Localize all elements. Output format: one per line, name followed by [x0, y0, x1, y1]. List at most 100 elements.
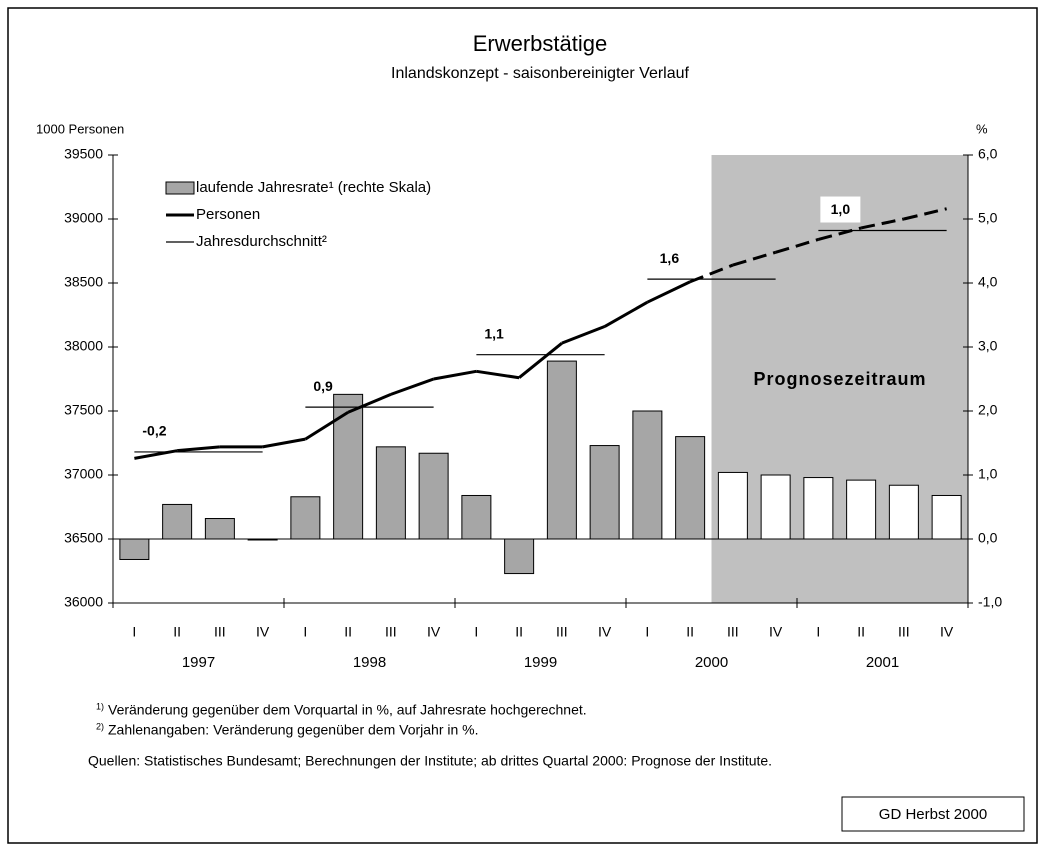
footnote-mark: 1)	[96, 701, 104, 711]
year-label: 1999	[524, 654, 557, 671]
annual-label: -0,2	[142, 423, 166, 439]
y-tick-label: 37500	[64, 402, 103, 418]
bar	[204, 518, 235, 540]
forecast-region	[711, 155, 968, 603]
x-tick-label: II	[686, 624, 694, 640]
person-line	[646, 280, 691, 304]
x-tick-label: III	[385, 624, 397, 640]
annual-label: 0,9	[313, 378, 333, 394]
bar	[461, 494, 492, 540]
bar	[846, 479, 877, 540]
year-label: 2001	[866, 654, 899, 671]
bar	[375, 446, 406, 540]
person-line	[903, 207, 947, 221]
x-tick-label: I	[816, 624, 820, 640]
y2-tick-label: 0,0	[978, 530, 998, 546]
x-tick-label: IV	[769, 624, 783, 640]
frame	[7, 7, 1038, 844]
x-tick-label: II	[344, 624, 352, 640]
x-tick-label: I	[303, 624, 307, 640]
annual-label-box	[649, 245, 690, 272]
bar	[119, 538, 150, 560]
person-line	[561, 325, 606, 345]
y2-tick-label: 2,0	[978, 402, 998, 418]
year-label: 2000	[695, 654, 728, 671]
person-line	[775, 238, 819, 254]
y2-tick-label: 6,0	[978, 146, 998, 162]
x-tick-label: II	[173, 624, 181, 640]
bar	[803, 477, 834, 540]
bar	[333, 393, 364, 540]
person-line	[476, 369, 520, 380]
person-line	[817, 226, 862, 241]
bar	[717, 471, 748, 540]
person-line	[732, 250, 777, 267]
bar	[504, 538, 535, 575]
x-tick-label: IV	[427, 624, 441, 640]
legend-label: Jahresdurchschnitt²	[196, 233, 327, 250]
chart-subtitle: Inlandskonzept - saisonbereinigter Verla…	[391, 65, 690, 82]
bar	[247, 538, 278, 541]
badge: GD Herbst 2000	[879, 806, 987, 823]
y2-tick-label: 3,0	[978, 338, 998, 354]
bar	[675, 436, 706, 540]
x-tick-label: III	[556, 624, 568, 640]
y2-axis-label: %	[976, 121, 988, 136]
annual-label-box	[820, 196, 861, 223]
y-tick-label: 36000	[64, 594, 103, 610]
bar	[888, 484, 919, 540]
person-line	[433, 369, 477, 381]
y-tick-label: 39500	[64, 146, 103, 162]
y-tick-label: 37000	[64, 466, 103, 482]
footnote-mark: 2)	[96, 721, 104, 731]
x-tick-label: I	[474, 624, 478, 640]
source: Quellen: Statistisches Bundesamt; Berech…	[88, 753, 772, 769]
person-line	[176, 445, 221, 453]
person-line	[860, 217, 905, 230]
bar	[418, 452, 449, 540]
footnote: Zahlenangaben: Veränderung gegenüber dem…	[108, 722, 479, 738]
bar	[760, 474, 791, 540]
bar	[546, 360, 577, 540]
chart-title: Erwerbstätige	[473, 31, 608, 56]
x-tick-label: III	[898, 624, 910, 640]
bar	[931, 494, 962, 540]
x-tick-label: IV	[598, 624, 612, 640]
person-line	[262, 437, 306, 449]
x-tick-label: I	[132, 624, 136, 640]
person-line	[347, 392, 392, 414]
person-line	[518, 341, 563, 379]
year-label: 1997	[182, 654, 215, 671]
y-tick-label: 39000	[64, 210, 103, 226]
badge-box	[841, 796, 1025, 832]
annual-label: 1,0	[831, 201, 851, 217]
y2-tick-label: -1,0	[978, 594, 1002, 610]
bar	[162, 503, 193, 540]
x-tick-label: I	[645, 624, 649, 640]
person-line	[390, 377, 435, 396]
annual-label: 1,1	[484, 325, 504, 341]
annual-label: 1,6	[660, 250, 680, 266]
legend-label: Personen	[196, 206, 260, 223]
x-tick-label: II	[515, 624, 523, 640]
y-tick-label: 38500	[64, 274, 103, 290]
footnote: Veränderung gegenüber dem Vorquartal in …	[108, 702, 587, 718]
y-tick-label: 36500	[64, 530, 103, 546]
background-layer	[711, 155, 968, 603]
x-tick-label: IV	[256, 624, 270, 640]
year-label: 1998	[353, 654, 386, 671]
x-tick-label: III	[214, 624, 226, 640]
y-tick-label: 38000	[64, 338, 103, 354]
y-axis-label: 1000 Personen	[36, 121, 124, 136]
forecast-annotation: Prognosezeitraum	[753, 369, 926, 389]
x-tick-label: IV	[940, 624, 954, 640]
bar	[632, 410, 663, 540]
person-line	[603, 300, 649, 328]
legend-label: laufende Jahresrate¹ (rechte Skala)	[196, 179, 431, 196]
x-tick-label: II	[857, 624, 865, 640]
y2-tick-label: 4,0	[978, 274, 998, 290]
y2-tick-label: 1,0	[978, 466, 998, 482]
x-tick-label: III	[727, 624, 739, 640]
bar	[589, 445, 620, 540]
